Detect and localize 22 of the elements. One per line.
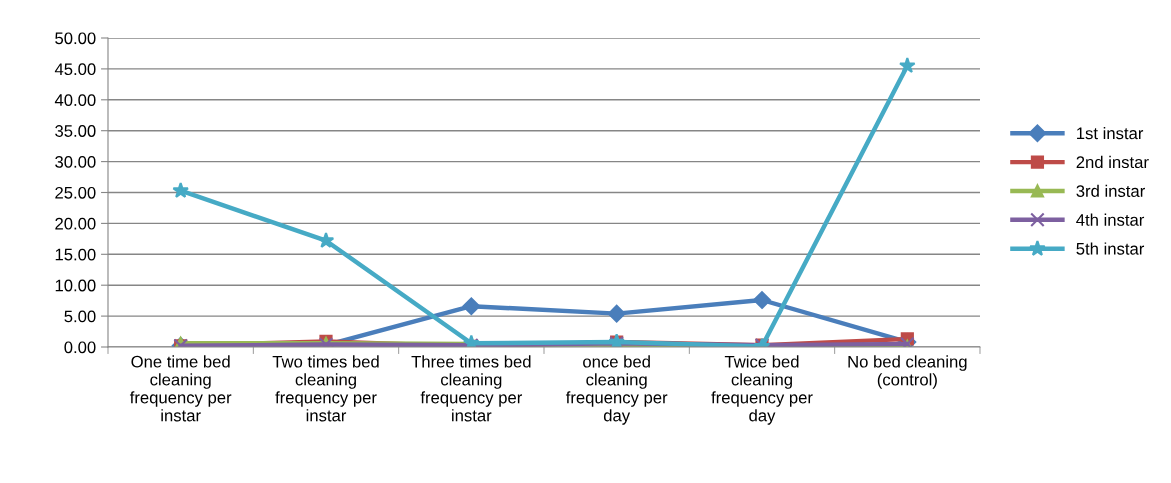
x-tick-label: One time bed cleaning frequency per instar (129, 355, 232, 422)
legend-label: 1st instar (1077, 126, 1144, 140)
legend-label: 3rd instar (1076, 184, 1145, 197)
y-tick-label: 5.00 (64, 310, 96, 323)
legend-label: 2nd instar (1076, 155, 1149, 169)
y-tick-label: 35.00 (55, 125, 96, 137)
y-tick-label: 15.00 (55, 248, 96, 261)
y-tick-label: 40.00 (54, 94, 96, 106)
x-tick-label: No bed cleaning (control) (848, 355, 967, 389)
y-tick-label: 10.00 (55, 279, 96, 292)
legend-label: 5th instar (1076, 242, 1145, 255)
x-tick-label: Twice bed cleaning frequency per day (711, 355, 813, 425)
y-tick-label: 20.00 (55, 217, 96, 230)
y-tick-label: 45.00 (54, 63, 96, 76)
x-tick-label: Three times bed cleaning frequency per instar (411, 355, 531, 422)
y-tick-label: 30.00 (55, 156, 96, 168)
y-tick-label: 50.00 (55, 32, 96, 45)
x-tick-label: once bed cleaning frequency per day (565, 355, 668, 425)
x-tick-label: Two times bed cleaning frequency per instar (272, 355, 379, 422)
y-tick-label: 0.00 (64, 341, 96, 354)
y-tick-label: 25.00 (55, 186, 96, 199)
legend-label: 4th instar (1076, 213, 1145, 226)
